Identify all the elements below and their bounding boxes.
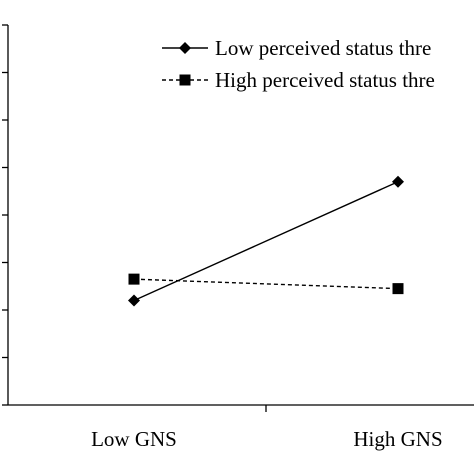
series-line-1: [133, 278, 399, 290]
plot-series: [128, 175, 404, 307]
data-point-0-1: [392, 175, 404, 188]
series-line-0: [133, 181, 399, 302]
legend-label-1: High perceived status thre: [215, 68, 435, 92]
legend-label-0: Low perceived status thre: [215, 36, 431, 60]
x-tick-label: High GNS: [353, 427, 442, 451]
data-point-1-1: [392, 283, 404, 295]
x-tick-label: Low GNS: [91, 427, 177, 451]
data-point-1-0: [128, 273, 140, 285]
axes: Low GNS High GNS: [2, 24, 474, 451]
legend-marker-1: [179, 74, 191, 86]
legend-marker-0: [179, 42, 191, 54]
legend: Low perceived status thre High perceived …: [162, 36, 435, 92]
data-point-0-0: [128, 294, 140, 307]
